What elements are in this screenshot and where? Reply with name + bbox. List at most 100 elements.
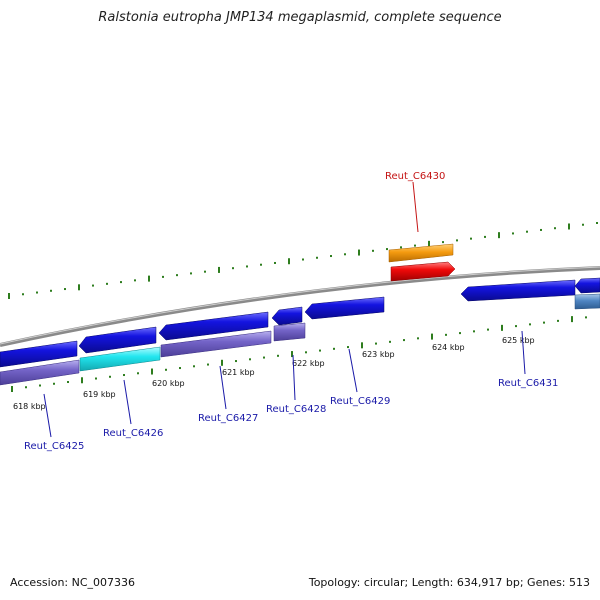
upper-tick — [400, 246, 402, 249]
upper-tick — [358, 249, 360, 256]
gene-arrow-5[interactable] — [304, 296, 385, 320]
upper-tick — [162, 275, 164, 278]
lower-tick — [151, 368, 153, 375]
lower-tick — [249, 358, 251, 361]
gene-label-c6431[interactable]: Reut_C6431 — [498, 378, 558, 389]
upper-tick — [414, 244, 416, 247]
lower-tick — [67, 381, 69, 384]
leader-lines — [43, 181, 526, 438]
upper-tick — [288, 258, 290, 265]
lower-tick — [165, 368, 167, 371]
lower-tick — [529, 323, 531, 326]
gene-box-cyan[interactable] — [79, 346, 161, 372]
gene-label-c6429[interactable]: Reut_C6429 — [330, 396, 390, 407]
lower-tick — [389, 340, 391, 343]
upper-tick — [120, 281, 122, 284]
upper-tick — [36, 291, 38, 294]
upper-tick — [316, 256, 318, 259]
accession-label: Accession: NC_007336 — [10, 576, 136, 589]
lower-tick — [571, 316, 573, 323]
lower-tick — [137, 372, 139, 375]
upper-tick — [344, 253, 346, 256]
upper-tick — [78, 284, 80, 291]
tick-label-620: 620 kbp — [152, 379, 185, 388]
sequence-backbone-highlight — [0, 266, 600, 345]
gene-arrow-6[interactable] — [460, 279, 576, 302]
lower-tick — [81, 377, 83, 384]
lower-tick — [445, 333, 447, 336]
lower-tick — [557, 319, 559, 322]
upper-tick — [22, 293, 24, 296]
lower-tick — [431, 333, 433, 340]
gene-label-c6427[interactable]: Reut_C6427 — [198, 413, 258, 424]
leader-line-c6430 — [412, 181, 419, 233]
lower-tick — [347, 346, 349, 349]
lower-tick — [95, 377, 97, 380]
lower-tick — [403, 339, 405, 342]
gene-box-purple-3[interactable] — [273, 322, 306, 342]
upper-tick — [456, 239, 458, 242]
upper-tick — [50, 289, 52, 292]
lower-tick — [207, 363, 209, 366]
gene-reut-c6430-orange[interactable] — [388, 243, 454, 263]
upper-tick — [176, 274, 178, 277]
upper-tick — [498, 232, 500, 239]
tick-track-upper — [8, 222, 598, 299]
lower-tick — [585, 316, 587, 319]
gene-arrow-2[interactable] — [78, 326, 157, 354]
upper-tick — [554, 227, 556, 230]
upper-tick — [484, 235, 486, 238]
upper-tick — [330, 255, 332, 258]
leader-line-c6426 — [123, 379, 132, 425]
gene-arrow-3[interactable] — [158, 311, 269, 341]
lower-tick — [277, 354, 279, 357]
gene-label-c6425[interactable]: Reut_C6425 — [24, 441, 84, 452]
sequence-summary: Topology: circular; Length: 634,917 bp; … — [308, 576, 590, 589]
gene-reut-c6430-arrow[interactable] — [390, 261, 456, 282]
upper-tick — [372, 249, 374, 252]
lower-tick — [221, 359, 223, 366]
lower-tick — [193, 365, 195, 368]
upper-tick — [190, 272, 192, 275]
lower-tick — [361, 342, 363, 349]
upper-tick — [64, 288, 66, 291]
upper-tick — [568, 223, 570, 230]
upper-tick — [246, 265, 248, 268]
sequence-backbone — [0, 266, 600, 347]
gene-arrow-4[interactable] — [271, 306, 303, 326]
gene-label-c6430[interactable]: Reut_C6430 — [385, 171, 445, 182]
tick-label-622: 622 kbp — [292, 359, 325, 368]
upper-tick — [8, 293, 10, 299]
lower-tick — [543, 321, 545, 324]
gene-label-c6426[interactable]: Reut_C6426 — [103, 428, 163, 439]
lower-tick — [417, 337, 419, 340]
upper-tick — [470, 237, 472, 240]
upper-tick — [274, 261, 276, 264]
lower-tick — [25, 386, 27, 389]
lower-tick — [123, 374, 125, 377]
gene-arrow-7[interactable] — [574, 277, 600, 294]
gene-reut-c6430-feature[interactable] — [388, 243, 456, 282]
lower-tick — [39, 384, 41, 387]
tick-label-623: 623 kbp — [362, 350, 395, 359]
upper-tick — [106, 282, 108, 285]
lower-tick — [501, 324, 503, 331]
upper-tick — [428, 240, 430, 247]
upper-tick — [218, 266, 220, 273]
tick-label-618: 618 kbp — [13, 402, 46, 411]
gene-label-c6428[interactable]: Reut_C6428 — [266, 404, 326, 415]
leader-line-c6429 — [348, 348, 358, 393]
gene-box-purple-2[interactable] — [160, 330, 272, 358]
gene-arrow-1[interactable] — [0, 340, 78, 368]
leader-line-c6428 — [292, 354, 296, 401]
gene-box-purple-1[interactable] — [0, 359, 80, 386]
upper-tick — [148, 275, 150, 282]
lower-tick — [515, 325, 517, 328]
tick-label-621: 621 kbp — [222, 368, 255, 377]
leader-line-c6425 — [43, 393, 52, 438]
gene-box-steel[interactable] — [574, 293, 600, 310]
lower-tick — [11, 386, 13, 392]
lower-tick — [263, 356, 265, 359]
tick-track-lower — [11, 316, 587, 392]
